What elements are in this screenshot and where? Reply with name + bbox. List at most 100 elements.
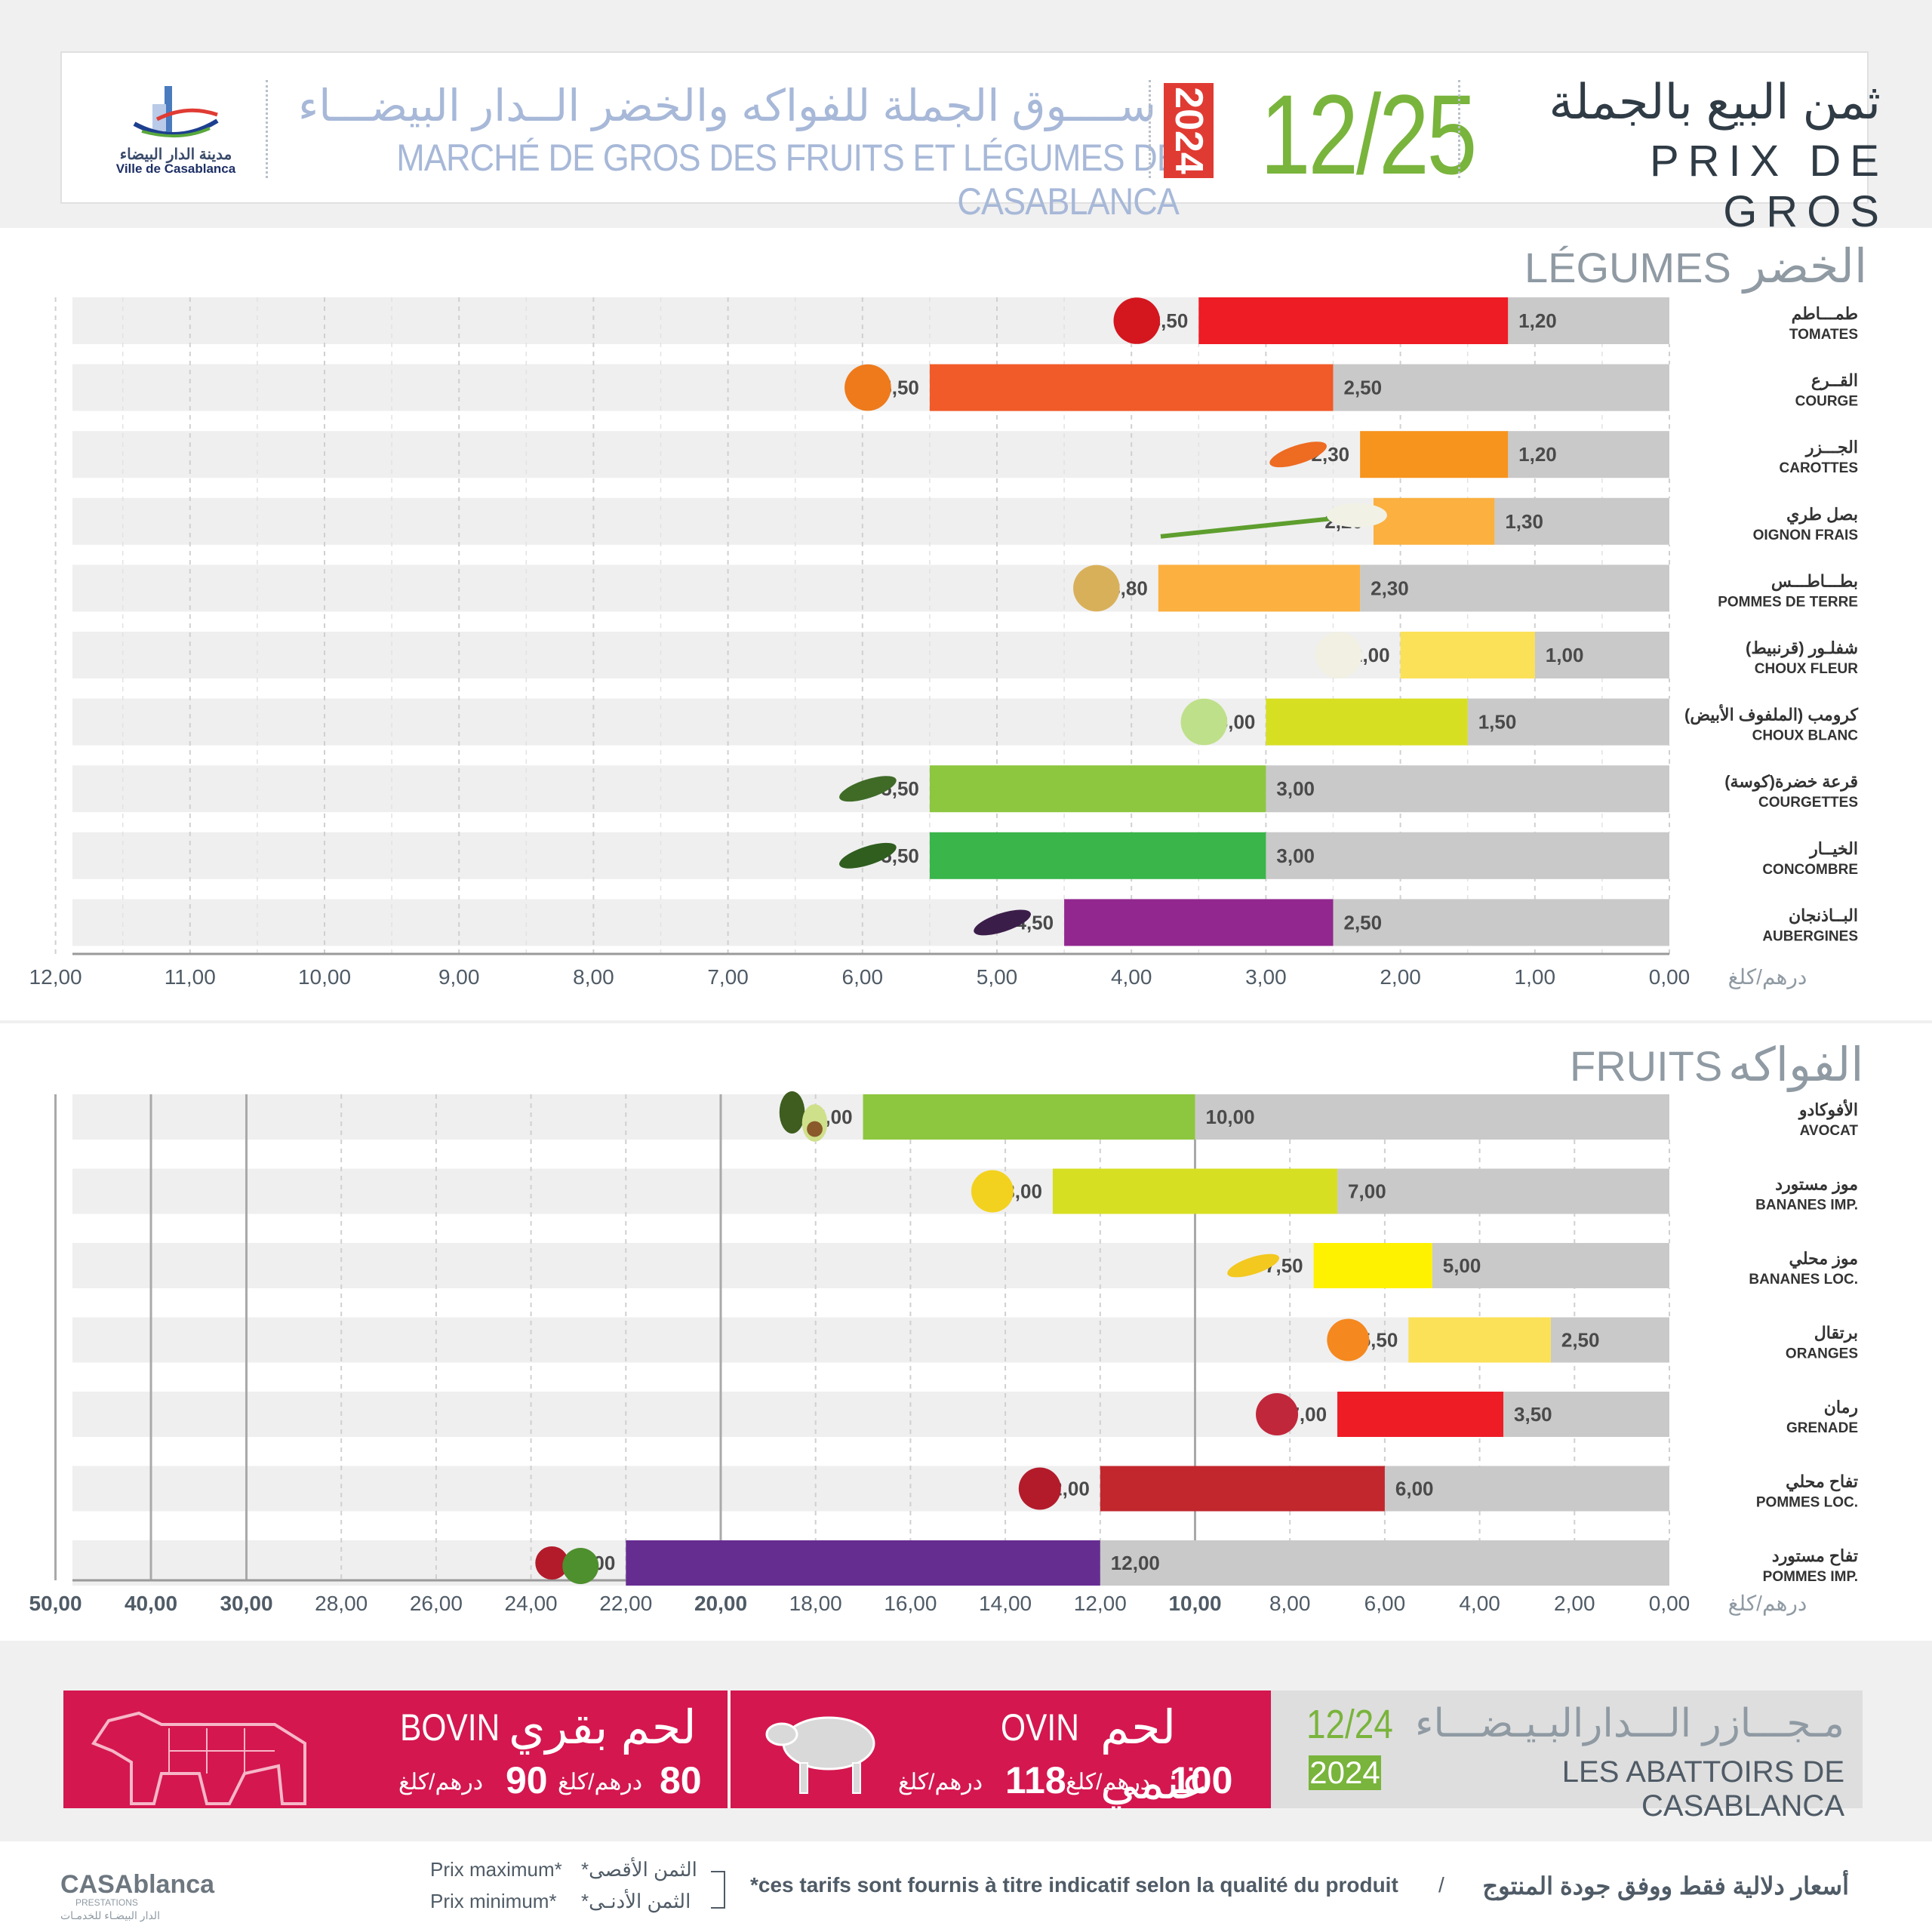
cauliflower-icon <box>1315 632 1362 678</box>
disclaimer-arabic: أسعار دلالية فقط ووفق جودة المنتوج <box>1482 1872 1849 1900</box>
row-label-bg <box>1669 297 1872 344</box>
unit-label: درهم/كلغ <box>1728 965 1807 989</box>
orange-icon <box>1327 1318 1370 1361</box>
x-tick-label: 26,00 <box>410 1592 463 1615</box>
ovin-block: لحم غنمي OVIN 100 درهم/كلغ 118 درهم/كلغ <box>731 1690 1271 1809</box>
cabbage-icon <box>1180 698 1228 746</box>
x-tick-label: 8,00 <box>1269 1592 1311 1615</box>
row-label-bg <box>1669 832 1872 879</box>
min-price-label: 3,00 <box>1276 844 1315 867</box>
x-tick-label: 1,00 <box>1515 965 1556 989</box>
row-label-french: GRENADE <box>1786 1420 1858 1436</box>
legend-max-arabic: *الثمن الأقصى <box>581 1858 697 1881</box>
abattoir-year: 2024 <box>1309 1755 1381 1790</box>
row-label-bg <box>1669 1540 1872 1586</box>
casablanca-logo: مدينة الدار البيضاء Ville de Casablanca <box>104 82 248 180</box>
row-label-french: AUBERGINES <box>1762 928 1858 944</box>
min-price-label: 1,20 <box>1518 309 1557 332</box>
x-tick-label: 2,00 <box>1554 1592 1595 1615</box>
x-tick-label: 9,00 <box>438 965 480 989</box>
price-range-bar <box>1052 1168 1338 1214</box>
row-label-french: AVOCAT <box>1800 1123 1859 1139</box>
min-price-label: 10,00 <box>1206 1106 1255 1128</box>
abattoir-block: 12/24 2024 مـجـــازر الـــدارالبـيـضـــا… <box>1271 1690 1863 1823</box>
row-label-french: TOMATES <box>1789 327 1858 343</box>
x-tick-label: 6,00 <box>1364 1592 1406 1615</box>
row-label-bg <box>1669 1317 1872 1363</box>
x-tick-label: 2,00 <box>1380 965 1421 989</box>
price-range-bar <box>626 1540 1100 1586</box>
min-price-label: 6,00 <box>1395 1478 1434 1500</box>
bovin-title-french: BOVIN <box>400 1706 500 1749</box>
x-tick-label: 16,00 <box>884 1592 937 1615</box>
fruits-title-arabic: الفواكه <box>1728 1039 1864 1091</box>
sheep-icon <box>765 1716 875 1794</box>
page-title-french: PRIX DE GROS <box>1649 137 1888 236</box>
fruits-title-french: FRUITS <box>1570 1042 1723 1090</box>
min-price-bar <box>1503 1392 1669 1437</box>
min-price-bar <box>1384 1466 1669 1512</box>
x-tick-label: 12,00 <box>1074 1592 1127 1615</box>
row-label-bg <box>1669 1094 1872 1140</box>
row-label-arabic: تفاح محلي <box>1786 1472 1858 1492</box>
vegetables-title-arabic: الخضر <box>1743 241 1868 293</box>
x-tick-label: 24,00 <box>505 1592 558 1615</box>
min-price-bar <box>1266 765 1669 813</box>
min-price-bar <box>1467 698 1669 746</box>
min-price-label: 12,00 <box>1111 1552 1160 1574</box>
row-label-french: POMMES DE TERRE <box>1718 594 1858 610</box>
x-tick-label: 7,00 <box>707 965 749 989</box>
year-badge: 2024 <box>1164 83 1214 178</box>
x-tick-label: 14,00 <box>979 1592 1032 1615</box>
ovin-price-min: 100 <box>1170 1759 1233 1801</box>
vegetables-title-french: LÉGUMES <box>1524 244 1731 291</box>
price-range-bar <box>1408 1317 1551 1363</box>
tomato-icon <box>1113 297 1161 344</box>
min-price-label: 2,30 <box>1371 577 1409 599</box>
abattoir-date: 12/24 <box>1306 1702 1393 1747</box>
row-label-arabic: الجـــزر <box>1804 438 1858 457</box>
zucchini-icon <box>839 776 897 802</box>
min-price-bar <box>1337 1168 1669 1214</box>
ovin-title-french: OVIN <box>1001 1706 1079 1749</box>
x-tick-label: 4,00 <box>1459 1592 1500 1615</box>
page-title-arabic: ثمن البيع بالجملة <box>1549 75 1881 129</box>
row-label-arabic: الخيــار <box>1808 839 1858 859</box>
price-range-bar <box>1373 497 1495 545</box>
abattoir-title-arabic: مـجـــازر الـــدارالبـيـضـــاء <box>1415 1702 1844 1746</box>
ovin-unit-2: درهم/كلغ <box>898 1770 983 1795</box>
min-price-bar <box>1360 565 1669 612</box>
row-label-bg <box>1669 765 1872 813</box>
row-label-french: POMMES IMP. <box>1763 1569 1858 1585</box>
legend-max-french: Prix maximum* <box>430 1858 562 1881</box>
ovin-title-arabic: لحم غنمي <box>1100 1702 1205 1809</box>
min-price-label: 3,00 <box>1276 777 1315 800</box>
row-label-french: CHOUX FLEUR <box>1755 661 1859 677</box>
row-label-arabic: بصل طري <box>1786 505 1858 525</box>
apples-icon <box>535 1546 599 1584</box>
x-tick-label: 11,00 <box>165 965 216 989</box>
casablanca-emblem-icon <box>133 86 219 138</box>
x-tick-label: 0,00 <box>1649 965 1690 989</box>
row-label-french: BANANES IMP. <box>1755 1198 1858 1214</box>
x-tick-label: 0,00 <box>1649 1592 1690 1615</box>
date-display: 12/25 <box>1260 71 1478 198</box>
row-label-french: BANANES LOC. <box>1749 1272 1858 1287</box>
min-price-label: 2,50 <box>1344 377 1383 399</box>
price-range-bar <box>1158 565 1361 612</box>
row-label-arabic: رمان <box>1824 1398 1858 1417</box>
x-tick-label: 28,00 <box>315 1592 368 1615</box>
x-tick-label: 5,00 <box>977 965 1018 989</box>
ovin-price-max: 118 <box>1005 1759 1066 1801</box>
price-range-bar <box>1400 632 1535 678</box>
disclaimer-french: *ces tarifs sont fournis à titre indicat… <box>750 1873 1398 1897</box>
x-tick-label: 18,00 <box>789 1592 842 1615</box>
fruits-panel: الفواكه FRUITS 10,00 17,00 الأفوكادو AVOCAT… <box>0 1023 1932 1641</box>
cow-icon <box>91 1711 306 1805</box>
bovin-price-min: 80 <box>660 1759 702 1801</box>
min-price-label: 1,20 <box>1518 443 1557 466</box>
x-tick-label: 30,00 <box>220 1592 272 1615</box>
min-price-label: 1,30 <box>1505 510 1543 533</box>
row-label-arabic: بطـــاطـــس <box>1771 571 1858 591</box>
